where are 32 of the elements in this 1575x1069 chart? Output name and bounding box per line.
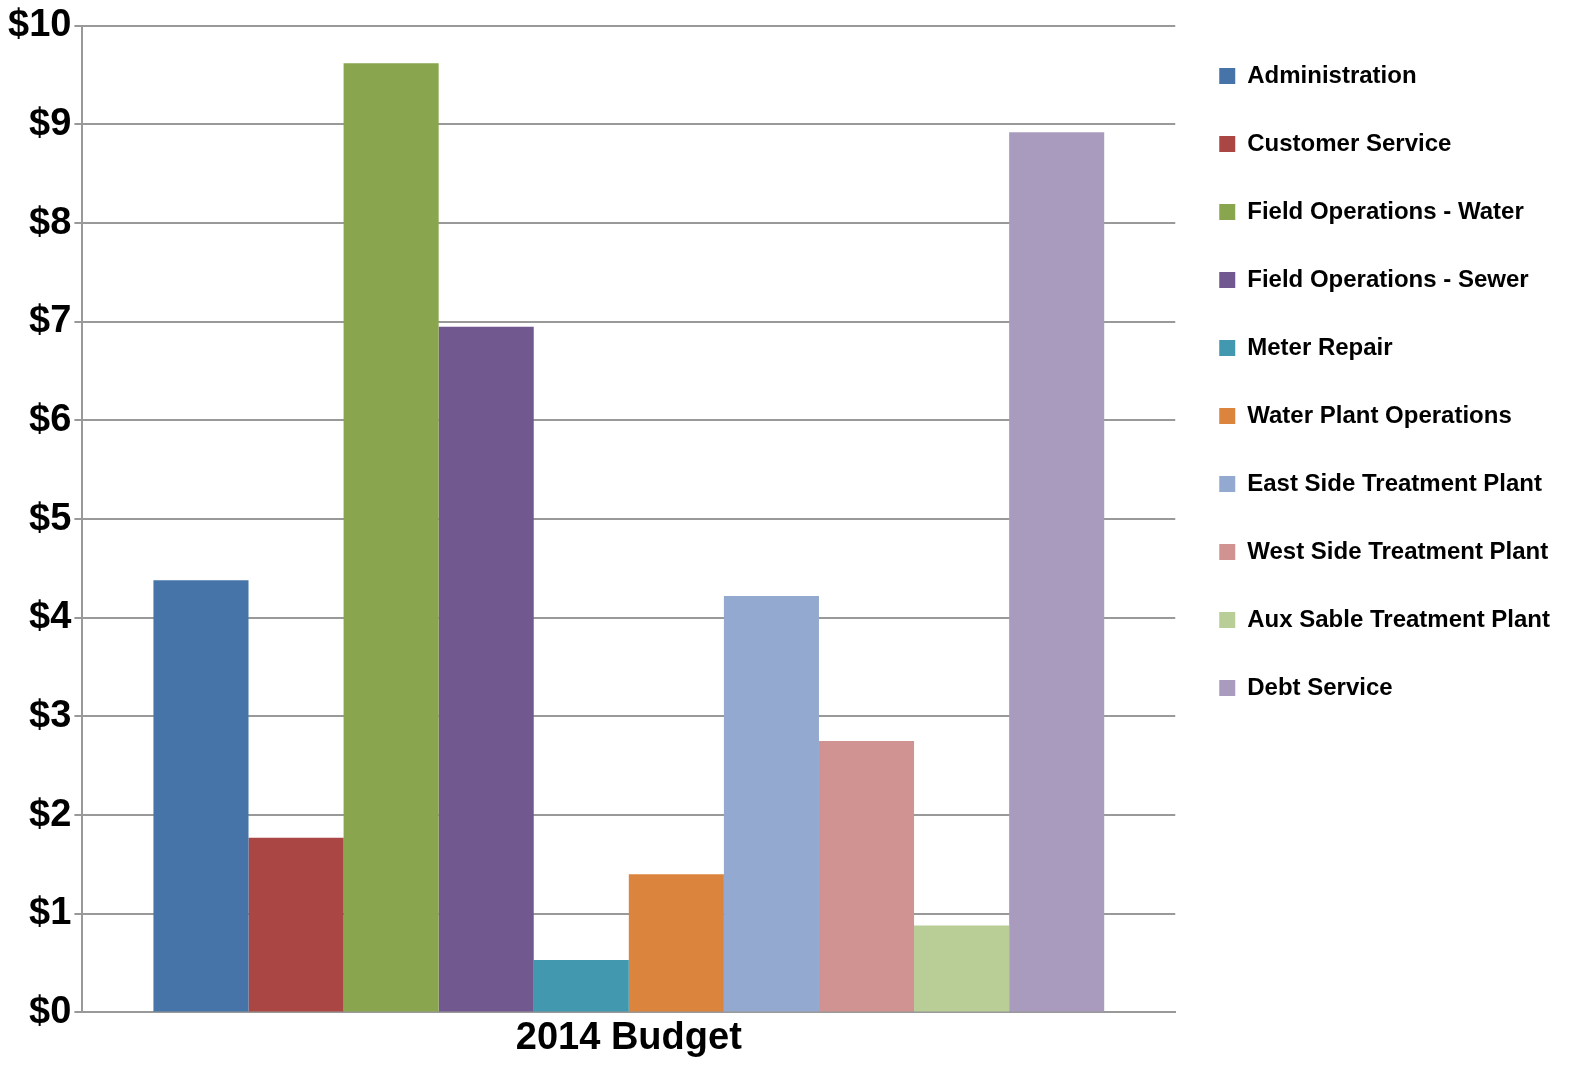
y-tick-label: $5 [29, 495, 72, 538]
bar [533, 960, 629, 1012]
bar [723, 596, 819, 1012]
y-tick-label: $1 [29, 890, 72, 933]
legend-label: Debt Service [1247, 672, 1393, 700]
legend-label: Administration [1247, 60, 1417, 88]
legend-label: Water Plant Operations [1247, 400, 1512, 428]
x-tick-label: 2014 Budget [515, 1014, 743, 1057]
legend-label: Field Operations - Sewer [1247, 264, 1529, 292]
y-tick-label: $6 [29, 396, 72, 439]
y-tick-label: $2 [29, 791, 72, 834]
y-tick-label: $7 [29, 298, 72, 341]
y-tick-label: $0 [29, 988, 72, 1031]
y-tick-label: $4 [29, 594, 72, 637]
legend-label: Field Operations - Water [1247, 196, 1524, 224]
y-tick-label: $10 [8, 2, 72, 45]
bar [818, 741, 915, 1012]
y-tick-label: $8 [29, 199, 72, 242]
y-tick-label: $9 [29, 100, 72, 143]
bar [343, 63, 439, 1012]
bar [914, 925, 1010, 1012]
bar [153, 580, 249, 1012]
bar [438, 326, 534, 1012]
bar [1009, 132, 1105, 1012]
bar [248, 837, 344, 1012]
legend-label: Aux Sable Treatment Plant [1247, 604, 1551, 632]
legend-label: West Side Treatment Plant [1247, 536, 1549, 564]
legend-label: Customer Service [1247, 128, 1452, 156]
legend-label: Meter Repair [1247, 332, 1393, 360]
bar [628, 874, 724, 1012]
y-tick-label: $3 [29, 692, 72, 735]
legend-label: East Side Treatment Plant [1247, 468, 1543, 496]
